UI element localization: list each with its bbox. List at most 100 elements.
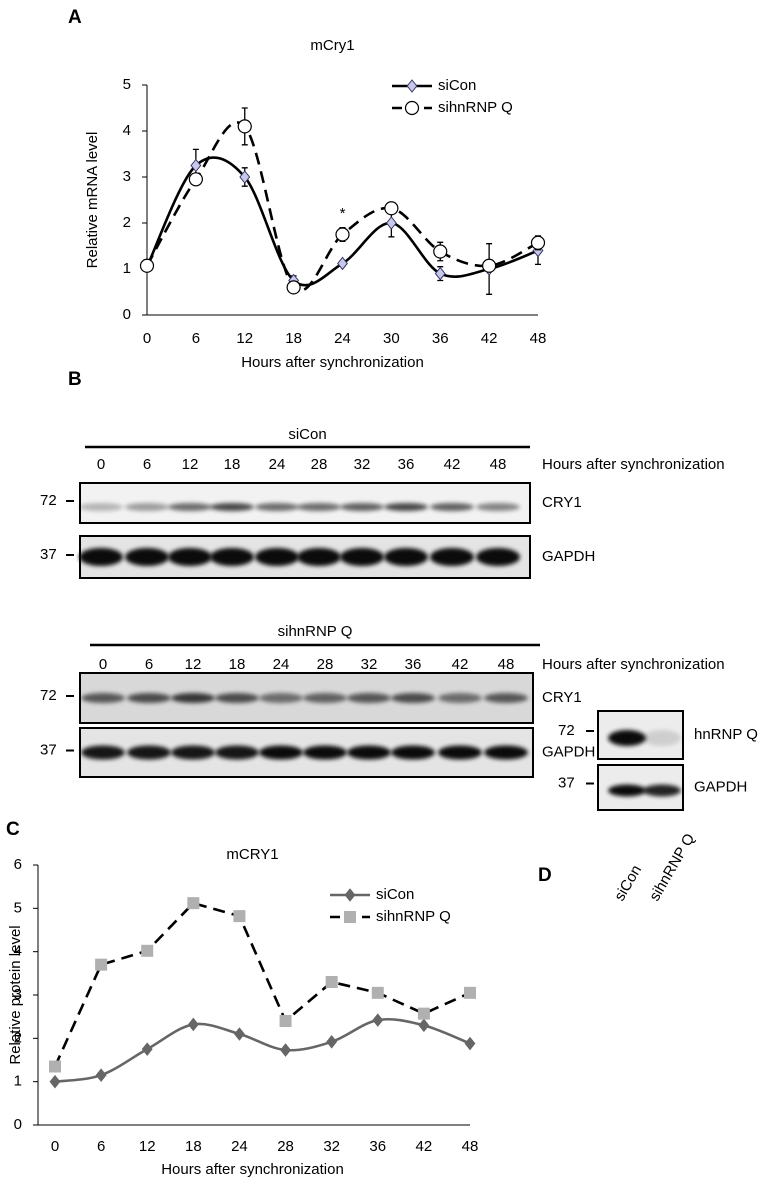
y-tick-label: 6 xyxy=(14,856,22,873)
lane-label: 0 xyxy=(99,656,107,673)
band xyxy=(391,745,435,760)
lane-label: 0 xyxy=(97,456,105,473)
band xyxy=(168,548,212,566)
marker xyxy=(335,227,350,242)
x-tick-label: 36 xyxy=(432,330,449,347)
lane-label: 12 xyxy=(182,456,199,473)
band xyxy=(210,548,254,566)
band xyxy=(384,548,428,566)
band xyxy=(608,784,646,797)
band xyxy=(210,503,254,511)
marker xyxy=(141,944,154,957)
band xyxy=(125,548,169,566)
lane-label: 42 xyxy=(452,656,469,673)
band xyxy=(297,548,341,566)
blot-group: siCon xyxy=(288,426,326,443)
marker xyxy=(237,119,252,134)
x-tick-label: 6 xyxy=(97,1138,105,1155)
x-tick-label: 18 xyxy=(185,1138,202,1155)
x-axis-label: Hours after synchronization xyxy=(241,354,424,371)
y-tick-label: 3 xyxy=(14,986,22,1003)
mw-marker: 37 xyxy=(40,546,57,563)
marker xyxy=(418,1018,430,1033)
legend-marker xyxy=(406,79,418,93)
marker xyxy=(279,1015,292,1027)
series-line xyxy=(54,1017,471,1083)
panel-label: C xyxy=(6,819,20,840)
marker xyxy=(482,258,497,273)
y-tick-label: 4 xyxy=(14,943,22,960)
lane-label: 28 xyxy=(311,456,328,473)
band xyxy=(255,548,299,566)
band xyxy=(438,693,482,703)
marker xyxy=(372,1013,384,1027)
y-tick-label: 2 xyxy=(123,214,131,231)
marker xyxy=(49,1074,61,1089)
legend-label: sihnRNP Q xyxy=(438,99,513,116)
lane-label: siCon xyxy=(611,862,645,904)
marker xyxy=(187,897,200,910)
series-line xyxy=(145,121,539,292)
band xyxy=(608,730,646,746)
panel-label: B xyxy=(68,369,82,390)
x-tick-label: 6 xyxy=(192,330,200,347)
mw-marker: 72 xyxy=(40,492,57,509)
band xyxy=(484,745,528,760)
marker xyxy=(384,201,399,216)
band xyxy=(81,745,125,760)
lane-label: 12 xyxy=(185,656,202,673)
band xyxy=(430,503,474,511)
legend-label: sihnRNP Q xyxy=(376,908,451,925)
x-tick-label: 48 xyxy=(530,330,547,347)
annotation: * xyxy=(340,205,346,222)
x-tick-label: 0 xyxy=(143,330,151,347)
marker xyxy=(139,258,155,273)
marker xyxy=(233,910,246,923)
x-tick-label: 0 xyxy=(51,1138,59,1155)
marker xyxy=(286,280,301,295)
blot-label: GAPDH xyxy=(542,743,595,760)
series-line xyxy=(145,156,539,287)
marker xyxy=(190,158,202,173)
lane-label: 36 xyxy=(405,656,422,673)
blot-label: CRY1 xyxy=(542,494,582,511)
lane-label: 36 xyxy=(398,456,415,473)
y-axis-label: Relative mRNA level xyxy=(84,132,101,269)
band xyxy=(303,693,347,703)
lane-label: 18 xyxy=(229,656,246,673)
marker xyxy=(417,1007,430,1020)
marker xyxy=(434,266,446,281)
mw-marker: 72 xyxy=(558,722,575,739)
marker xyxy=(433,244,448,259)
band xyxy=(430,548,474,566)
y-tick-label: 0 xyxy=(123,306,131,323)
band xyxy=(476,503,520,511)
y-tick-label: 2 xyxy=(14,1029,22,1046)
mw-marker: 37 xyxy=(558,774,575,791)
x-tick-label: 12 xyxy=(139,1138,156,1155)
x-tick-label: 36 xyxy=(369,1138,386,1155)
band xyxy=(347,745,391,760)
marker xyxy=(464,986,476,999)
band xyxy=(643,784,681,797)
marker xyxy=(95,1068,107,1082)
mw-marker: 72 xyxy=(40,687,57,704)
blot-label: GAPDH xyxy=(542,548,595,565)
band xyxy=(259,693,303,703)
chart-title: mCry1 xyxy=(310,37,354,54)
legend-label: siCon xyxy=(438,77,476,94)
series-line xyxy=(53,901,471,1068)
band xyxy=(255,503,299,511)
band xyxy=(476,548,520,566)
x-tick-label: 42 xyxy=(416,1138,433,1155)
marker xyxy=(326,1034,338,1049)
marker xyxy=(385,216,397,230)
band xyxy=(168,503,212,511)
lane-label: 48 xyxy=(498,656,515,673)
y-tick-label: 3 xyxy=(123,168,131,185)
x-tick-label: 28 xyxy=(277,1138,294,1155)
x-tick-label: 32 xyxy=(323,1138,340,1155)
band xyxy=(484,693,528,703)
x-axis-label: Hours after synchronization xyxy=(161,1161,344,1178)
